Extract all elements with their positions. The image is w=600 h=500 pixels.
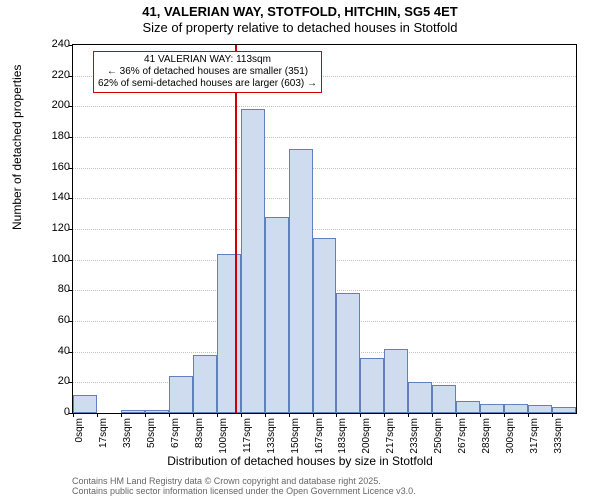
xtick-mark (73, 413, 74, 417)
histogram-bar (432, 385, 456, 413)
xtick-mark (313, 413, 314, 417)
histogram-bar (121, 410, 145, 413)
x-axis-label: Distribution of detached houses by size … (0, 454, 600, 468)
xtick-mark (456, 413, 457, 417)
histogram-bar (552, 407, 576, 413)
histogram-bar (384, 349, 408, 413)
histogram-bar (504, 404, 528, 413)
xtick-label: 150sqm (290, 418, 301, 454)
xtick-mark (169, 413, 170, 417)
xtick-label: 317sqm (529, 418, 540, 454)
xtick-mark (336, 413, 337, 417)
xtick-mark (193, 413, 194, 417)
histogram-bar (480, 404, 504, 413)
y-axis-label: Number of detached properties (10, 65, 24, 230)
ytick-label: 80 (40, 283, 70, 295)
histogram-bar (169, 376, 193, 413)
ytick-label: 240 (40, 38, 70, 50)
histogram-bar (456, 401, 480, 413)
ytick-label: 20 (40, 375, 70, 387)
histogram-bar (313, 238, 337, 413)
xtick-label: 33sqm (122, 418, 133, 448)
xtick-label: 167sqm (314, 418, 325, 454)
xtick-label: 183sqm (337, 418, 348, 454)
callout-line1: 41 VALERIAN WAY: 113sqm (98, 54, 317, 66)
callout-line2: ← 36% of detached houses are smaller (35… (98, 66, 317, 78)
histogram-bar (265, 217, 289, 413)
xtick-mark (265, 413, 266, 417)
xtick-mark (528, 413, 529, 417)
gridline (73, 168, 576, 169)
xtick-label: 200sqm (361, 418, 372, 454)
xtick-label: 250sqm (433, 418, 444, 454)
xtick-label: 133sqm (266, 418, 277, 454)
xtick-mark (480, 413, 481, 417)
xtick-label: 50sqm (146, 418, 157, 448)
xtick-label: 283sqm (481, 418, 492, 454)
ytick-label: 180 (40, 130, 70, 142)
histogram-bar (528, 405, 552, 413)
xtick-label: 267sqm (457, 418, 468, 454)
xtick-label: 233sqm (409, 418, 420, 454)
ytick-label: 220 (40, 69, 70, 81)
xtick-mark (408, 413, 409, 417)
gridline (73, 198, 576, 199)
xtick-label: 83sqm (194, 418, 205, 448)
xtick-mark (241, 413, 242, 417)
property-marker-line (235, 45, 237, 413)
xtick-label: 17sqm (98, 418, 109, 448)
histogram-bar (360, 358, 384, 413)
xtick-mark (97, 413, 98, 417)
ytick-label: 200 (40, 99, 70, 111)
xtick-mark (432, 413, 433, 417)
ytick-label: 140 (40, 191, 70, 203)
xtick-label: 333sqm (553, 418, 564, 454)
histogram-bar (336, 293, 360, 413)
xtick-mark (289, 413, 290, 417)
xtick-label: 117sqm (242, 418, 253, 453)
ytick-label: 120 (40, 222, 70, 234)
histogram-bar (217, 254, 241, 413)
footer-line2: Contains public sector information licen… (72, 487, 416, 497)
xtick-label: 0sqm (74, 418, 85, 442)
ytick-label: 40 (40, 345, 70, 357)
histogram-plot: 41 VALERIAN WAY: 113sqm← 36% of detached… (72, 44, 577, 414)
xtick-mark (384, 413, 385, 417)
attribution-footer: Contains HM Land Registry data © Crown c… (72, 477, 416, 497)
property-callout: 41 VALERIAN WAY: 113sqm← 36% of detached… (93, 51, 322, 93)
xtick-label: 300sqm (505, 418, 516, 454)
histogram-bar (408, 382, 432, 413)
xtick-mark (504, 413, 505, 417)
ytick-label: 0 (40, 406, 70, 418)
xtick-label: 217sqm (385, 418, 396, 454)
chart-title-line2: Size of property relative to detached ho… (0, 20, 600, 36)
xtick-label: 67sqm (170, 418, 181, 448)
gridline (73, 106, 576, 107)
xtick-mark (145, 413, 146, 417)
xtick-mark (552, 413, 553, 417)
histogram-bar (289, 149, 313, 413)
histogram-bar (145, 410, 169, 413)
xtick-mark (360, 413, 361, 417)
gridline (73, 137, 576, 138)
callout-line3: 62% of semi-detached houses are larger (… (98, 78, 317, 90)
histogram-bar (193, 355, 217, 413)
ytick-label: 160 (40, 161, 70, 173)
xtick-mark (217, 413, 218, 417)
ytick-label: 60 (40, 314, 70, 326)
histogram-bar (241, 109, 265, 413)
gridline (73, 229, 576, 230)
chart-title-line1: 41, VALERIAN WAY, STOTFOLD, HITCHIN, SG5… (0, 0, 600, 20)
ytick-label: 100 (40, 253, 70, 265)
xtick-mark (121, 413, 122, 417)
histogram-bar (73, 395, 97, 413)
xtick-label: 100sqm (218, 418, 229, 454)
